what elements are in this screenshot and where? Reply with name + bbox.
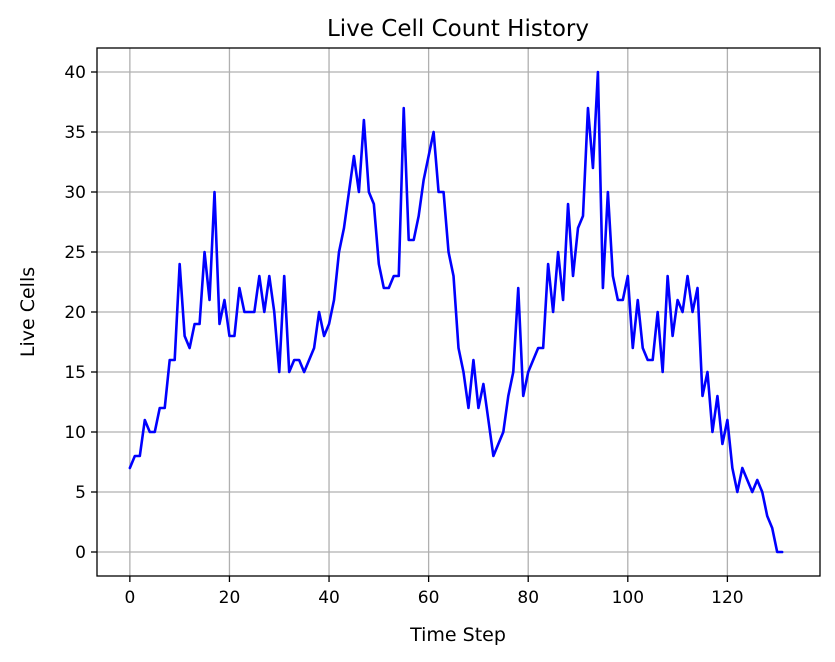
y-tick-label: 0 xyxy=(75,543,86,563)
y-tick-label: 30 xyxy=(64,183,86,203)
y-tick-label: 5 xyxy=(75,483,86,503)
y-tick-label: 35 xyxy=(64,123,86,143)
x-tick-label: 60 xyxy=(418,588,440,608)
y-tick-label: 25 xyxy=(64,243,86,263)
x-axis-ticks: 0 20 40 60 80 100 120 xyxy=(124,576,744,608)
grid-lines xyxy=(97,48,820,576)
x-tick-label: 20 xyxy=(219,588,241,608)
y-axis-label: Live Cells xyxy=(17,267,39,357)
y-tick-label: 15 xyxy=(64,363,86,383)
chart-title: Live Cell Count History xyxy=(327,16,589,42)
x-axis-label: Time Step xyxy=(409,624,506,646)
x-tick-label: 120 xyxy=(711,588,743,608)
y-tick-label: 20 xyxy=(64,303,86,323)
y-axis-ticks: 0 5 10 15 20 25 30 35 40 xyxy=(64,63,97,563)
x-tick-label: 40 xyxy=(318,588,340,608)
x-tick-label: 100 xyxy=(612,588,644,608)
series-group xyxy=(128,70,784,554)
live-cells-series-line xyxy=(128,70,784,554)
y-tick-label: 10 xyxy=(64,423,86,443)
x-tick-label: 80 xyxy=(517,588,539,608)
y-tick-label: 40 xyxy=(64,63,86,83)
x-tick-label: 0 xyxy=(124,588,135,608)
